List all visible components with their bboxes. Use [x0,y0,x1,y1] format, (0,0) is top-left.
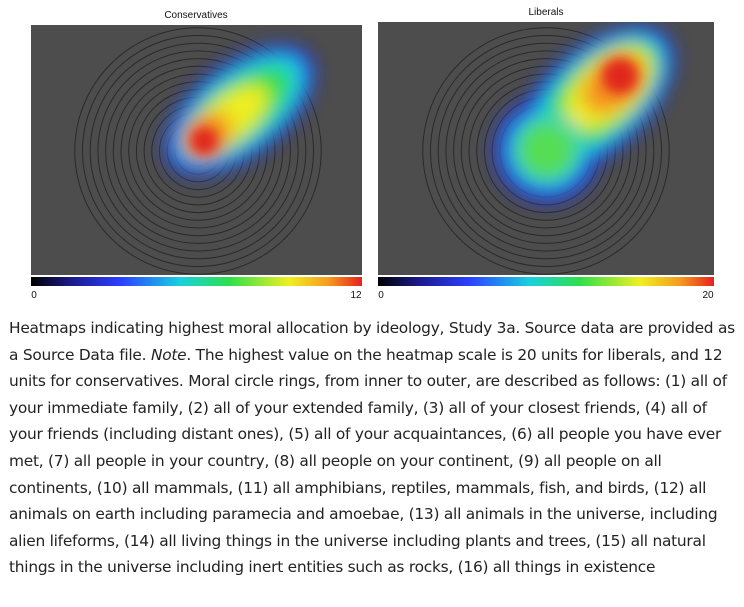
colorbar [378,277,714,286]
panel-title: Conservatives [164,10,227,21]
ring [112,65,284,237]
caption-note: Note [150,345,187,364]
heatmap [495,25,675,202]
ring [460,65,632,237]
panel-title: Liberals [528,7,563,18]
colorbar-min: 0 [378,290,384,301]
colorbar [31,277,362,286]
colorbar-max: 20 [702,290,714,301]
ring [453,58,639,244]
ring [97,50,299,252]
colorbar-max: 12 [350,290,362,301]
ring [89,42,307,260]
heatmap [165,44,315,176]
ring [422,27,670,275]
ring [120,73,276,229]
ring [82,35,314,267]
ring [105,58,291,244]
ring [437,42,655,260]
ring [128,81,268,221]
caption: Heatmaps indicating highest moral alloca… [9,315,741,581]
ring [430,35,662,267]
figure: Conservatives 0 12 Liberals [31,7,714,301]
ring [74,27,322,275]
caption-text: Heatmaps indicating highest moral alloca… [9,319,735,364]
ring [468,73,624,229]
caption-text: . The highest value on the heatmap scale… [9,345,727,577]
colorbar-min: 0 [31,290,37,301]
ring [445,50,647,252]
